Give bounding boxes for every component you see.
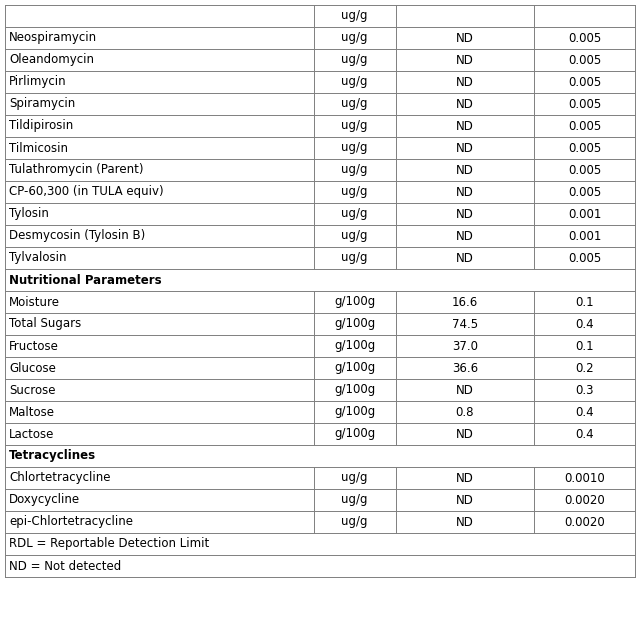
Text: Spiramycin: Spiramycin — [9, 97, 76, 111]
Text: 0.8: 0.8 — [456, 406, 474, 419]
Text: ug/g: ug/g — [341, 163, 368, 177]
Text: 0.005: 0.005 — [568, 120, 601, 132]
Text: Tilmicosin: Tilmicosin — [9, 141, 68, 154]
Text: g/100g: g/100g — [334, 383, 375, 397]
Text: ND: ND — [456, 31, 474, 45]
Text: Tylvalosin: Tylvalosin — [9, 252, 67, 264]
Text: ug/g: ug/g — [341, 515, 368, 529]
Text: Chlortetracycline: Chlortetracycline — [9, 472, 111, 484]
Text: Moisture: Moisture — [9, 296, 60, 308]
Text: 0.005: 0.005 — [568, 252, 601, 264]
Text: 0.1: 0.1 — [575, 296, 594, 308]
Text: Pirlimycin: Pirlimycin — [9, 76, 67, 88]
Text: 0.1: 0.1 — [575, 339, 594, 353]
Text: g/100g: g/100g — [334, 296, 375, 308]
Text: Doxycycline: Doxycycline — [9, 493, 80, 506]
Text: 16.6: 16.6 — [452, 296, 478, 308]
Text: 0.005: 0.005 — [568, 163, 601, 177]
Text: CP-60,300 (in TULA equiv): CP-60,300 (in TULA equiv) — [9, 186, 164, 198]
Text: 0.0010: 0.0010 — [564, 472, 605, 484]
Text: 0.001: 0.001 — [568, 207, 602, 221]
Text: ND: ND — [456, 428, 474, 440]
Text: Desmycosin (Tylosin B): Desmycosin (Tylosin B) — [9, 230, 145, 243]
Text: ug/g: ug/g — [341, 54, 368, 67]
Text: Sucrose: Sucrose — [9, 383, 56, 397]
Text: g/100g: g/100g — [334, 317, 375, 330]
Text: ND: ND — [456, 120, 474, 132]
Text: ND: ND — [456, 141, 474, 154]
Text: 0.001: 0.001 — [568, 230, 602, 243]
Text: g/100g: g/100g — [334, 428, 375, 440]
Text: ND: ND — [456, 515, 474, 529]
Text: ND: ND — [456, 252, 474, 264]
Text: 36.6: 36.6 — [452, 362, 478, 374]
Text: Tulathromycin (Parent): Tulathromycin (Parent) — [9, 163, 143, 177]
Text: Maltose: Maltose — [9, 406, 55, 419]
Text: Oleandomycin: Oleandomycin — [9, 54, 94, 67]
Text: 37.0: 37.0 — [452, 339, 478, 353]
Text: ND: ND — [456, 76, 474, 88]
Text: 0.4: 0.4 — [575, 428, 594, 440]
Text: ND: ND — [456, 383, 474, 397]
Text: 0.005: 0.005 — [568, 31, 601, 45]
Text: ug/g: ug/g — [341, 141, 368, 154]
Text: Neospiramycin: Neospiramycin — [9, 31, 97, 45]
Text: ND: ND — [456, 54, 474, 67]
Text: 0.2: 0.2 — [575, 362, 594, 374]
Text: ug/g: ug/g — [341, 207, 368, 221]
Text: 0.005: 0.005 — [568, 76, 601, 88]
Text: ND: ND — [456, 472, 474, 484]
Text: ug/g: ug/g — [341, 252, 368, 264]
Text: ND: ND — [456, 207, 474, 221]
Text: 0.3: 0.3 — [575, 383, 594, 397]
Text: Lactose: Lactose — [9, 428, 54, 440]
Text: Tetracyclines: Tetracyclines — [9, 449, 96, 463]
Text: ug/g: ug/g — [341, 472, 368, 484]
Text: 0.0020: 0.0020 — [564, 515, 605, 529]
Text: g/100g: g/100g — [334, 339, 375, 353]
Text: ug/g: ug/g — [341, 230, 368, 243]
Text: Tildipirosin: Tildipirosin — [9, 120, 73, 132]
Text: ug/g: ug/g — [341, 31, 368, 45]
Text: ND: ND — [456, 230, 474, 243]
Text: ug/g: ug/g — [341, 76, 368, 88]
Text: ND: ND — [456, 186, 474, 198]
Text: 0.005: 0.005 — [568, 97, 601, 111]
Text: RDL = Reportable Detection Limit: RDL = Reportable Detection Limit — [9, 538, 209, 550]
Text: ND: ND — [456, 163, 474, 177]
Text: 0.4: 0.4 — [575, 317, 594, 330]
Text: 0.4: 0.4 — [575, 406, 594, 419]
Text: ug/g: ug/g — [341, 493, 368, 506]
Text: ug/g: ug/g — [341, 10, 368, 22]
Text: epi-Chlortetracycline: epi-Chlortetracycline — [9, 515, 133, 529]
Text: Nutritional Parameters: Nutritional Parameters — [9, 273, 162, 287]
Text: ND = Not detected: ND = Not detected — [9, 559, 121, 573]
Text: ug/g: ug/g — [341, 97, 368, 111]
Text: Tylosin: Tylosin — [9, 207, 49, 221]
Text: 0.0020: 0.0020 — [564, 493, 605, 506]
Text: ND: ND — [456, 97, 474, 111]
Text: 0.005: 0.005 — [568, 141, 601, 154]
Text: Total Sugars: Total Sugars — [9, 317, 81, 330]
Text: ug/g: ug/g — [341, 120, 368, 132]
Text: 0.005: 0.005 — [568, 186, 601, 198]
Text: ND: ND — [456, 493, 474, 506]
Text: g/100g: g/100g — [334, 362, 375, 374]
Text: 0.005: 0.005 — [568, 54, 601, 67]
Text: Glucose: Glucose — [9, 362, 56, 374]
Text: g/100g: g/100g — [334, 406, 375, 419]
Text: 74.5: 74.5 — [452, 317, 478, 330]
Text: Fructose: Fructose — [9, 339, 59, 353]
Text: ug/g: ug/g — [341, 186, 368, 198]
